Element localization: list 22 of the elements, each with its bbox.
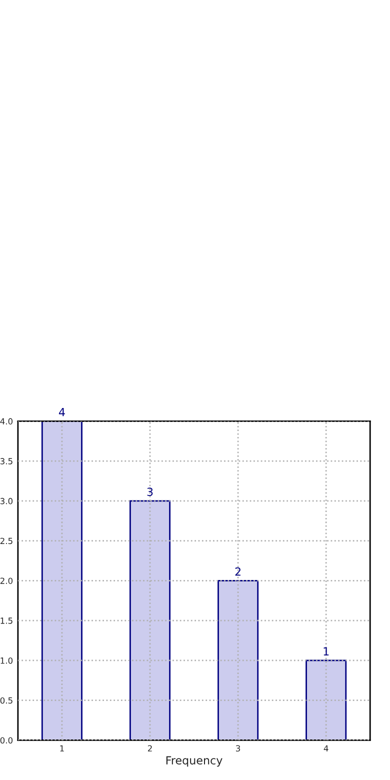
y-tick-label: 0.5 [0,697,12,704]
data-label: 1 [324,647,329,656]
x-tick-label: 1 [60,745,64,752]
bar [306,660,347,740]
x-tick-label: 3 [236,745,240,752]
y-tick-label: 1.5 [0,618,12,624]
x-tick-label: 2 [148,745,152,752]
y-tick-label: 2.0 [0,578,13,584]
x-axis-title: Frequency [166,756,222,767]
y-tick-label: 2.5 [0,538,12,544]
bar [218,580,259,740]
y-tick-label: 3.0 [0,498,13,504]
bar [41,421,82,740]
bar [130,500,171,740]
y-tick-label: 1.0 [0,657,13,664]
x-tick-label: 4 [324,745,328,752]
data-label: 4 [58,408,65,416]
y-tick-label: 4.0 [0,418,13,424]
data-label: 3 [147,488,153,496]
data-label: 2 [235,567,240,576]
y-tick-label: 0.0 [0,737,13,744]
y-tick-label: 3.5 [0,458,12,464]
